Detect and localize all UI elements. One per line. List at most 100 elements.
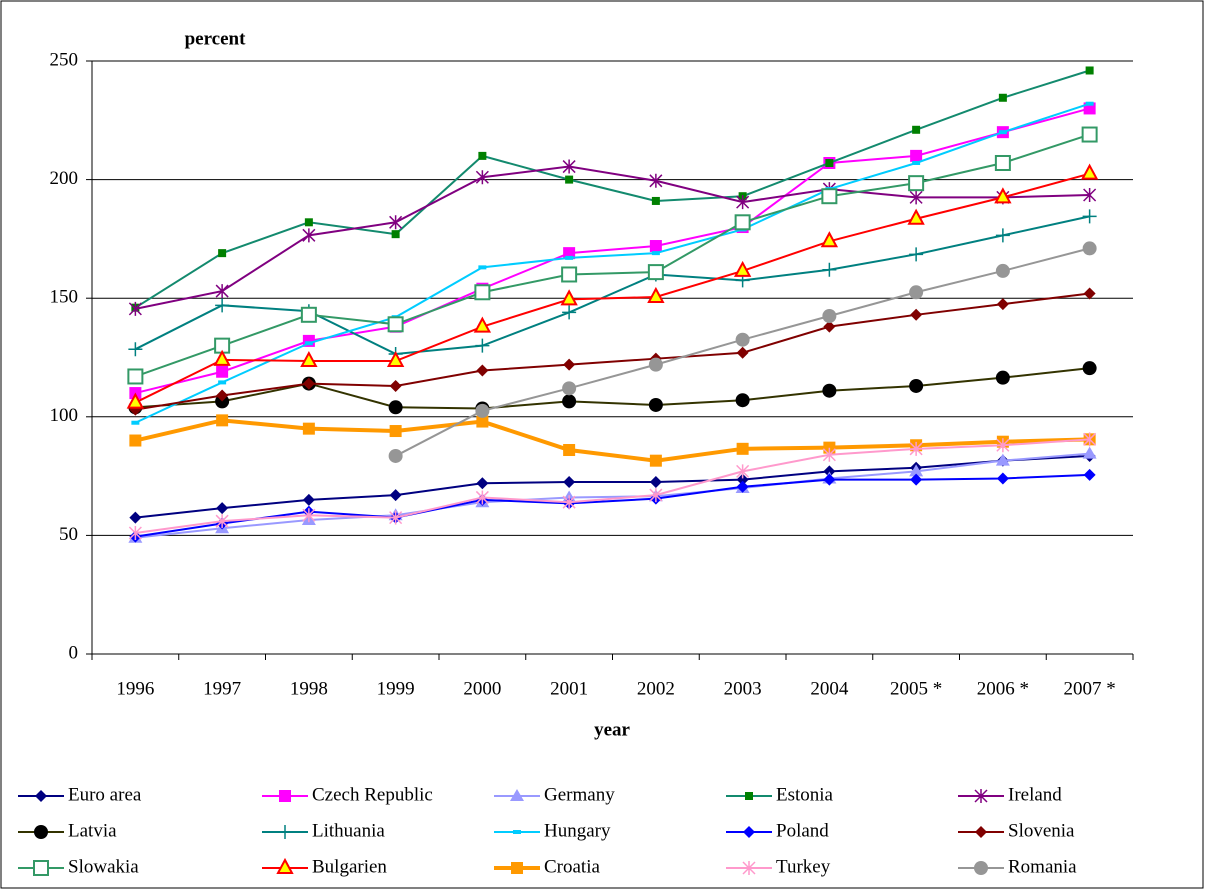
marker xyxy=(995,370,1010,385)
marker xyxy=(998,93,1007,102)
marker xyxy=(649,240,662,253)
marker xyxy=(563,476,576,489)
marker xyxy=(735,332,750,347)
marker xyxy=(302,377,315,390)
marker xyxy=(823,320,836,333)
legend-marker xyxy=(33,860,49,876)
marker xyxy=(649,488,663,503)
legend-label: Euro area xyxy=(68,784,142,805)
marker xyxy=(1083,188,1097,203)
y-tick-label: 0 xyxy=(69,642,79,663)
marker xyxy=(909,247,924,262)
marker xyxy=(736,464,750,479)
marker xyxy=(389,425,402,438)
series-line xyxy=(135,133,1090,378)
marker xyxy=(1081,126,1098,143)
marker xyxy=(300,350,318,368)
marker xyxy=(736,195,750,210)
marker xyxy=(1083,287,1096,300)
marker xyxy=(1080,163,1099,180)
marker xyxy=(909,190,923,205)
legend-label: Czech Republic xyxy=(312,784,433,805)
marker xyxy=(649,173,663,188)
legend-marker xyxy=(974,861,988,875)
marker xyxy=(994,154,1011,171)
x-tick-label: 2000 xyxy=(463,678,501,699)
marker xyxy=(648,357,663,372)
marker xyxy=(912,125,921,134)
marker xyxy=(820,231,839,248)
x-tick-label: 2005 * xyxy=(890,678,942,699)
marker xyxy=(476,364,489,377)
x-tick-label: 2006 * xyxy=(977,678,1029,699)
legend-label: Poland xyxy=(776,820,829,841)
marker xyxy=(216,365,229,378)
marker xyxy=(910,473,923,486)
marker xyxy=(562,495,576,510)
y-tick-label: 200 xyxy=(50,168,79,189)
marker xyxy=(995,453,1010,466)
legend-label: Bulgarien xyxy=(312,856,387,877)
marker xyxy=(128,342,143,357)
marker xyxy=(822,383,837,398)
marker xyxy=(215,514,229,529)
marker xyxy=(996,438,1010,453)
marker xyxy=(388,448,403,463)
x-tick-label: 2001 xyxy=(550,678,588,699)
marker xyxy=(563,358,576,371)
legend-label: Croatia xyxy=(544,856,600,877)
series-line xyxy=(135,165,1090,310)
marker xyxy=(736,442,749,455)
marker xyxy=(213,349,231,366)
marker xyxy=(391,230,400,239)
series-line xyxy=(134,69,1090,309)
marker xyxy=(302,508,316,523)
marker xyxy=(736,473,749,486)
marker xyxy=(562,305,577,320)
marker xyxy=(734,214,751,231)
marker xyxy=(562,381,577,396)
marker xyxy=(389,215,403,230)
x-tick-label: 1998 xyxy=(290,678,328,699)
marker xyxy=(822,447,836,462)
marker xyxy=(474,284,491,301)
y-tick-label: 100 xyxy=(50,405,79,426)
legend-label: Estonia xyxy=(776,784,834,805)
marker xyxy=(302,228,316,243)
marker xyxy=(647,286,665,304)
marker xyxy=(823,465,836,478)
legend-marker xyxy=(742,861,756,875)
series-line xyxy=(135,473,1090,538)
marker xyxy=(1083,432,1097,447)
legend-marker xyxy=(511,862,523,874)
marker xyxy=(475,403,490,418)
y-tick-label: 50 xyxy=(59,524,78,545)
marker xyxy=(994,187,1012,204)
marker xyxy=(389,489,402,502)
series-line xyxy=(134,172,1090,404)
marker xyxy=(476,477,489,490)
marker xyxy=(216,414,229,427)
marker xyxy=(215,284,229,299)
marker xyxy=(386,350,405,368)
y-axis-label: percent xyxy=(185,28,247,49)
marker xyxy=(735,393,750,408)
marker xyxy=(215,298,230,313)
marker xyxy=(475,490,489,505)
legend-marker xyxy=(975,826,987,838)
y-tick-label: 250 xyxy=(50,49,79,70)
marker xyxy=(822,308,837,323)
marker xyxy=(387,316,404,333)
marker xyxy=(648,397,663,412)
marker xyxy=(560,289,578,306)
marker xyxy=(995,228,1010,243)
legend-marker xyxy=(510,789,524,801)
marker xyxy=(909,378,924,393)
series-line xyxy=(134,102,1090,424)
marker xyxy=(302,493,315,506)
x-tick-label: 2004 xyxy=(810,678,849,699)
legend-label: Latvia xyxy=(68,820,117,841)
marker xyxy=(649,454,662,467)
marker xyxy=(1082,361,1097,376)
